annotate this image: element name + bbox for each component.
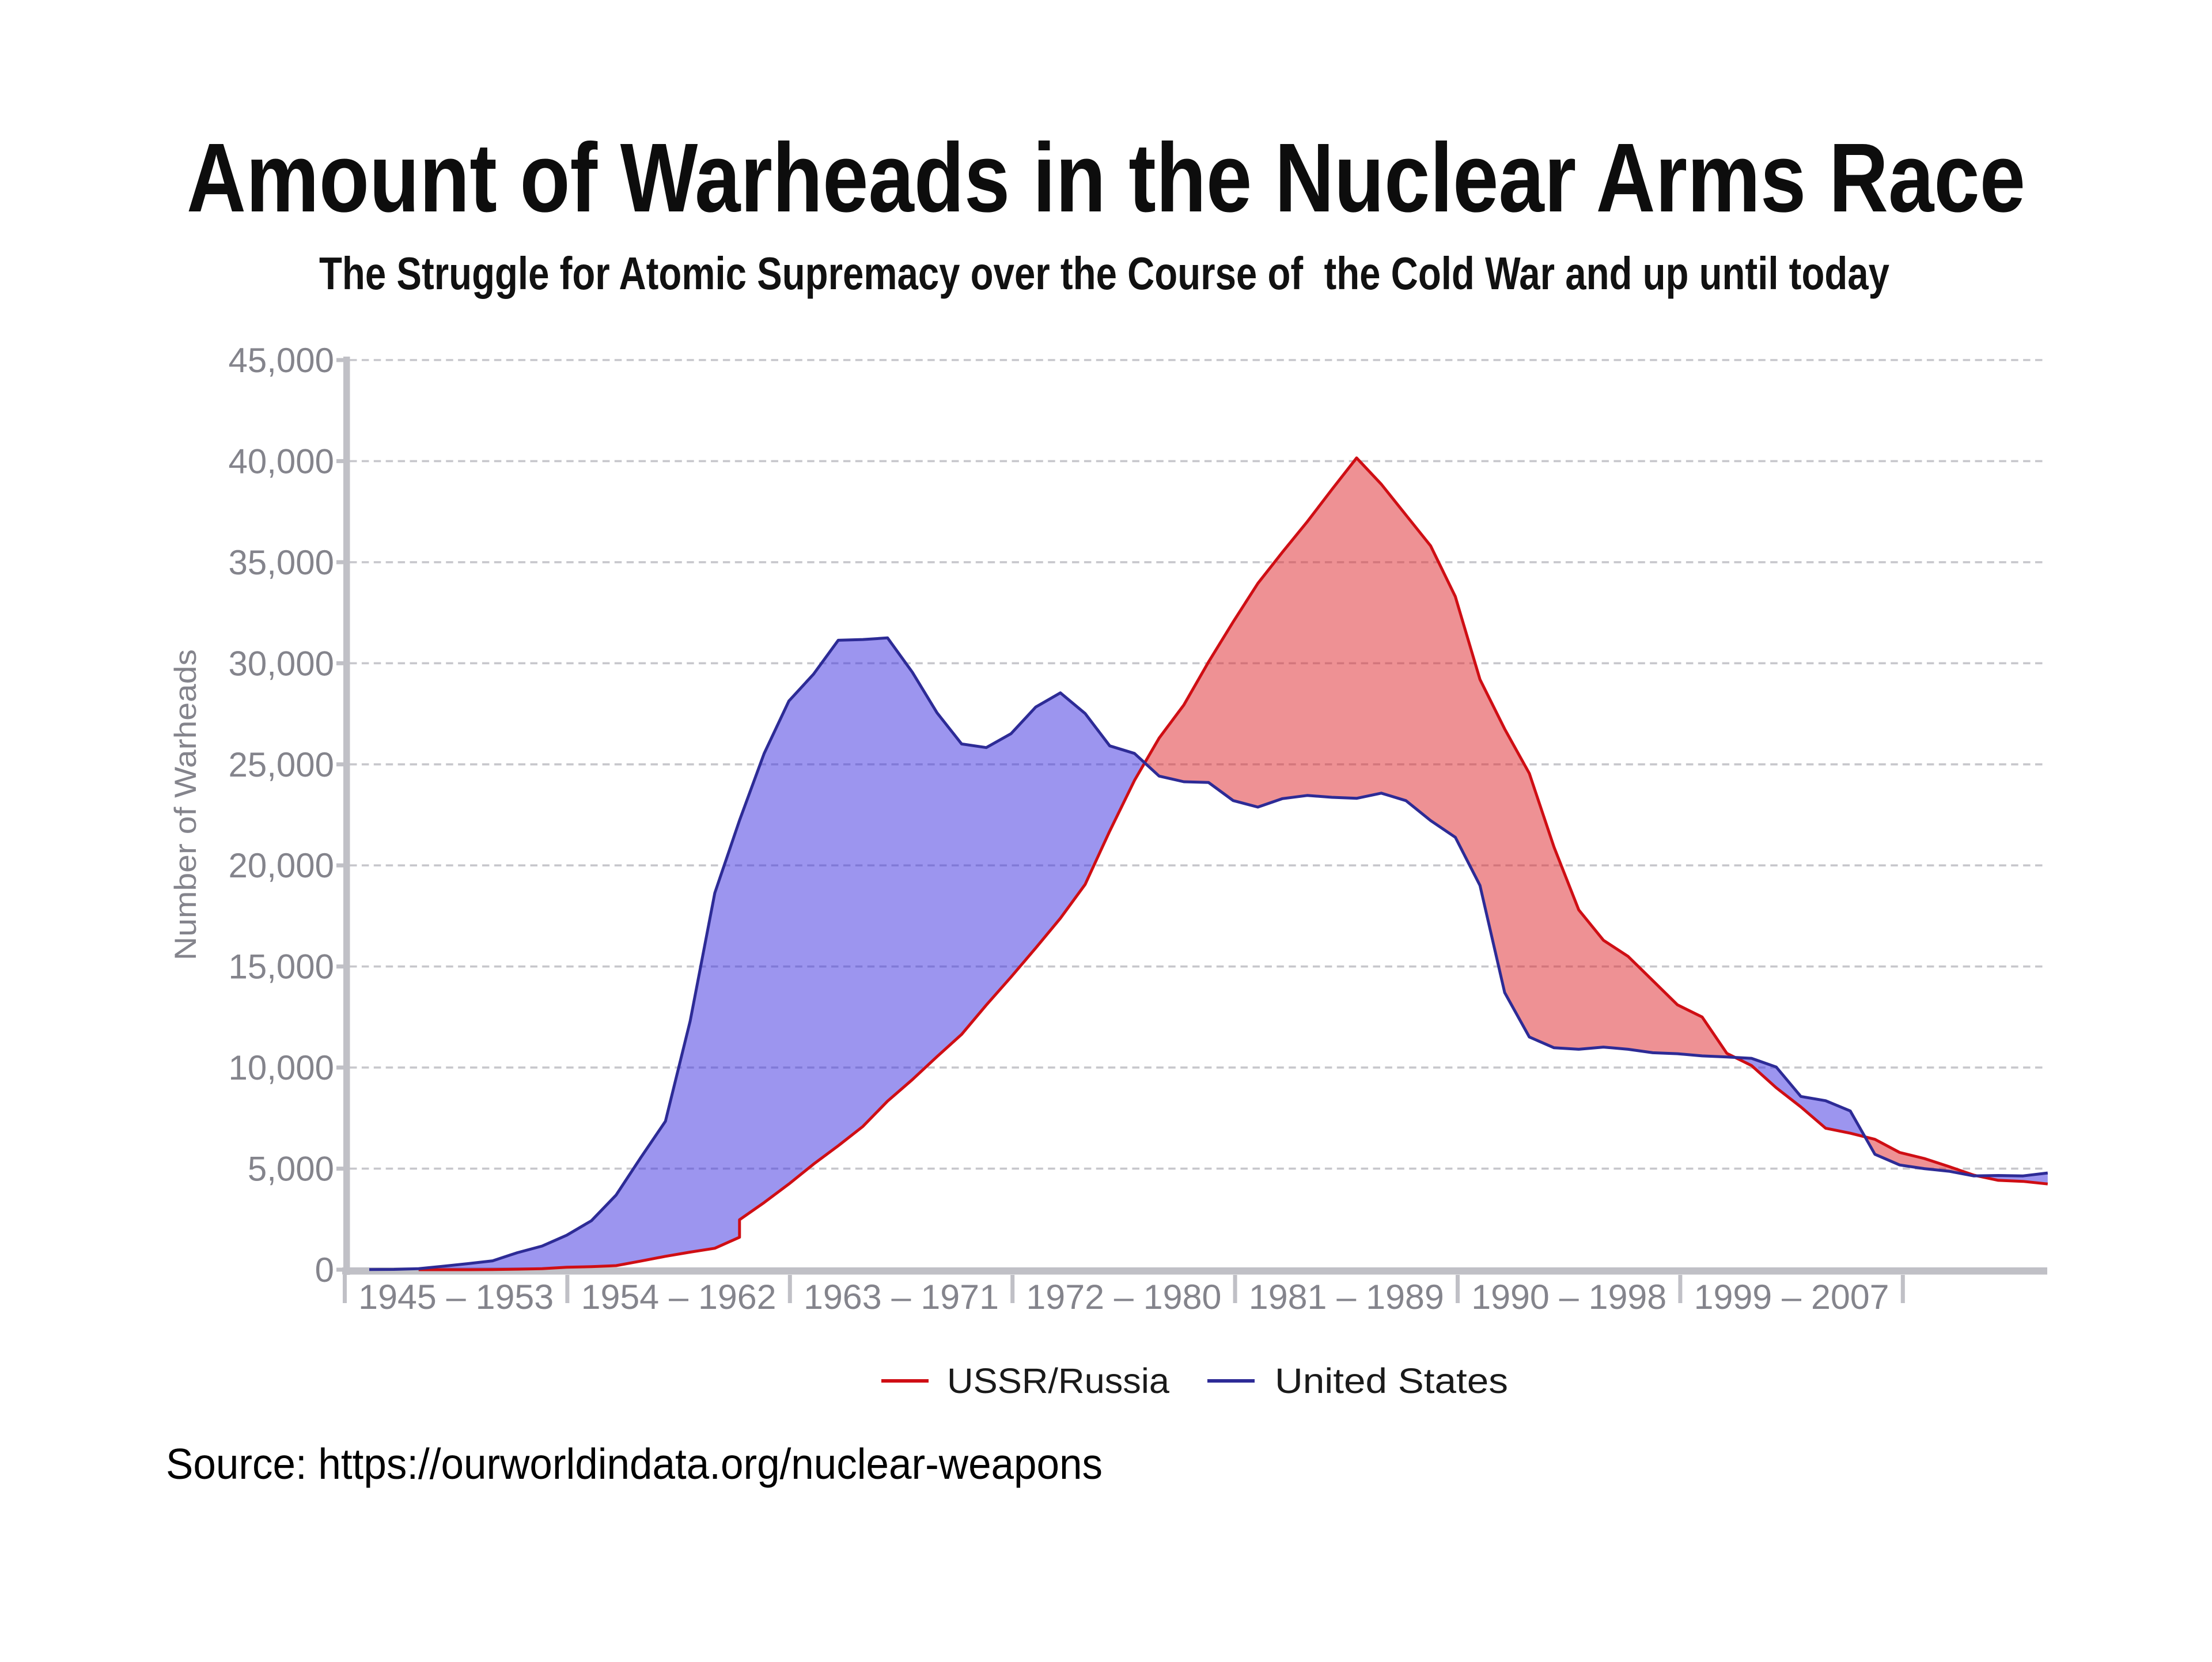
- svg-text:1981 – 1989: 1981 – 1989: [1249, 1278, 1444, 1316]
- svg-text:1999 – 2007: 1999 – 2007: [1694, 1278, 1889, 1316]
- svg-text:35,000: 35,000: [228, 543, 334, 582]
- svg-text:Number of Warheads: Number of Warheads: [169, 649, 203, 960]
- svg-text:30,000: 30,000: [228, 644, 334, 683]
- svg-text:25,000: 25,000: [228, 745, 334, 784]
- svg-text:40,000: 40,000: [228, 442, 334, 480]
- svg-text:5,000: 5,000: [248, 1150, 334, 1188]
- svg-text:Amount of Warheads in the Nucl: Amount of Warheads in the Nuclear Arms R…: [187, 123, 2025, 233]
- svg-text:Source: https://ourworldindata: Source: https://ourworldindata.org/nucle…: [166, 1440, 1103, 1488]
- svg-text:1990 – 1998: 1990 – 1998: [1471, 1278, 1666, 1316]
- svg-text:1972 – 1980: 1972 – 1980: [1026, 1278, 1221, 1316]
- svg-text:45,000: 45,000: [228, 341, 334, 380]
- svg-text:The Struggle for Atomic Suprem: The Struggle for Atomic Supremacy over t…: [319, 248, 1889, 299]
- svg-text:10,000: 10,000: [228, 1048, 334, 1087]
- svg-text:USSR/Russia: USSR/Russia: [947, 1361, 1169, 1400]
- svg-text:1954 – 1962: 1954 – 1962: [581, 1278, 777, 1316]
- svg-text:0: 0: [315, 1251, 334, 1289]
- svg-text:15,000: 15,000: [228, 948, 334, 986]
- svg-text:1945 – 1953: 1945 – 1953: [358, 1278, 554, 1316]
- svg-text:1963 – 1971: 1963 – 1971: [804, 1278, 999, 1316]
- svg-text:20,000: 20,000: [228, 846, 334, 885]
- svg-text:United States: United States: [1275, 1361, 1508, 1400]
